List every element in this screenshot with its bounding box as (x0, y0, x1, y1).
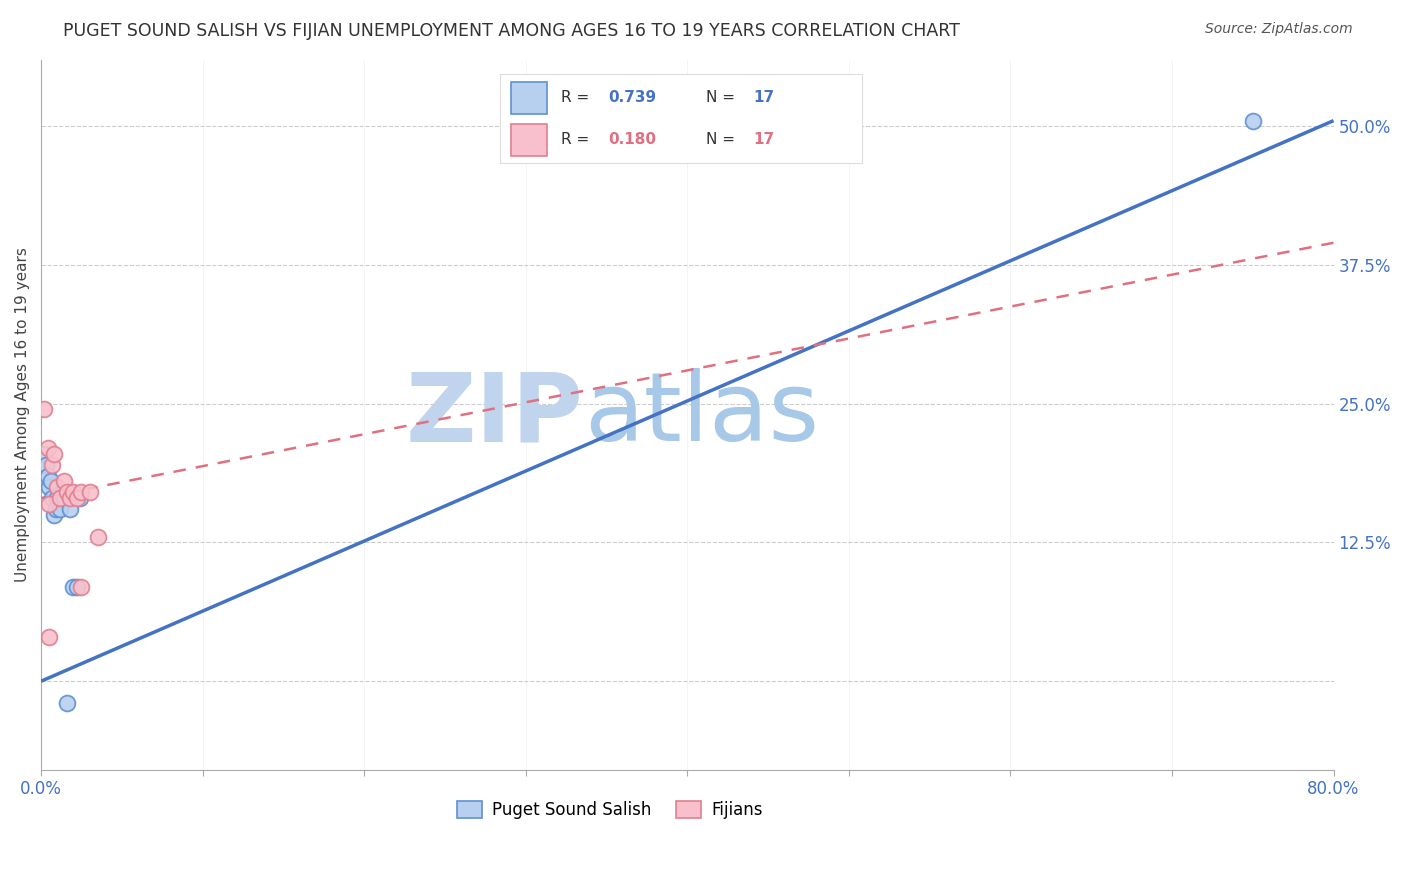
Point (38, 630, 60, 644)
Point (38, 497, 60, 511)
Point (49, 502, 72, 516)
Point (46, 480, 69, 494)
Point (37, 468, 59, 483)
Point (52, 475, 75, 489)
Point (56, 697, 79, 711)
Legend: Puget Sound Salish, Fijians: Puget Sound Salish, Fijians (450, 794, 769, 826)
Text: ZIP: ZIP (406, 368, 583, 461)
Point (70, 485, 93, 500)
Point (38, 480, 60, 494)
Point (42, 447, 65, 461)
Point (52, 491, 75, 505)
Point (59, 491, 82, 505)
Point (41, 491, 63, 505)
Point (59, 502, 82, 516)
Point (42, 508, 65, 522)
Point (79, 485, 101, 500)
Point (35, 458, 58, 472)
Point (70, 580, 93, 594)
Point (62, 485, 84, 500)
Point (39, 475, 62, 489)
Text: Source: ZipAtlas.com: Source: ZipAtlas.com (1205, 22, 1353, 37)
Point (66, 491, 89, 505)
Point (45, 502, 67, 516)
Point (1241, 113, 1264, 128)
Point (46, 491, 69, 505)
Point (66, 580, 89, 594)
Point (56, 485, 79, 500)
Point (49, 491, 72, 505)
Y-axis label: Unemployment Among Ages 16 to 19 years: Unemployment Among Ages 16 to 19 years (15, 247, 30, 582)
Text: atlas: atlas (583, 368, 820, 461)
Text: PUGET SOUND SALISH VS FIJIAN UNEMPLOYMENT AMONG AGES 16 TO 19 YEARS CORRELATION : PUGET SOUND SALISH VS FIJIAN UNEMPLOYMEN… (63, 22, 960, 40)
Point (62, 580, 84, 594)
Point (34, 402, 56, 417)
Point (41, 458, 63, 472)
Point (34, 447, 56, 461)
Point (86, 530, 108, 544)
Point (69, 491, 91, 505)
Point (37, 441, 59, 455)
